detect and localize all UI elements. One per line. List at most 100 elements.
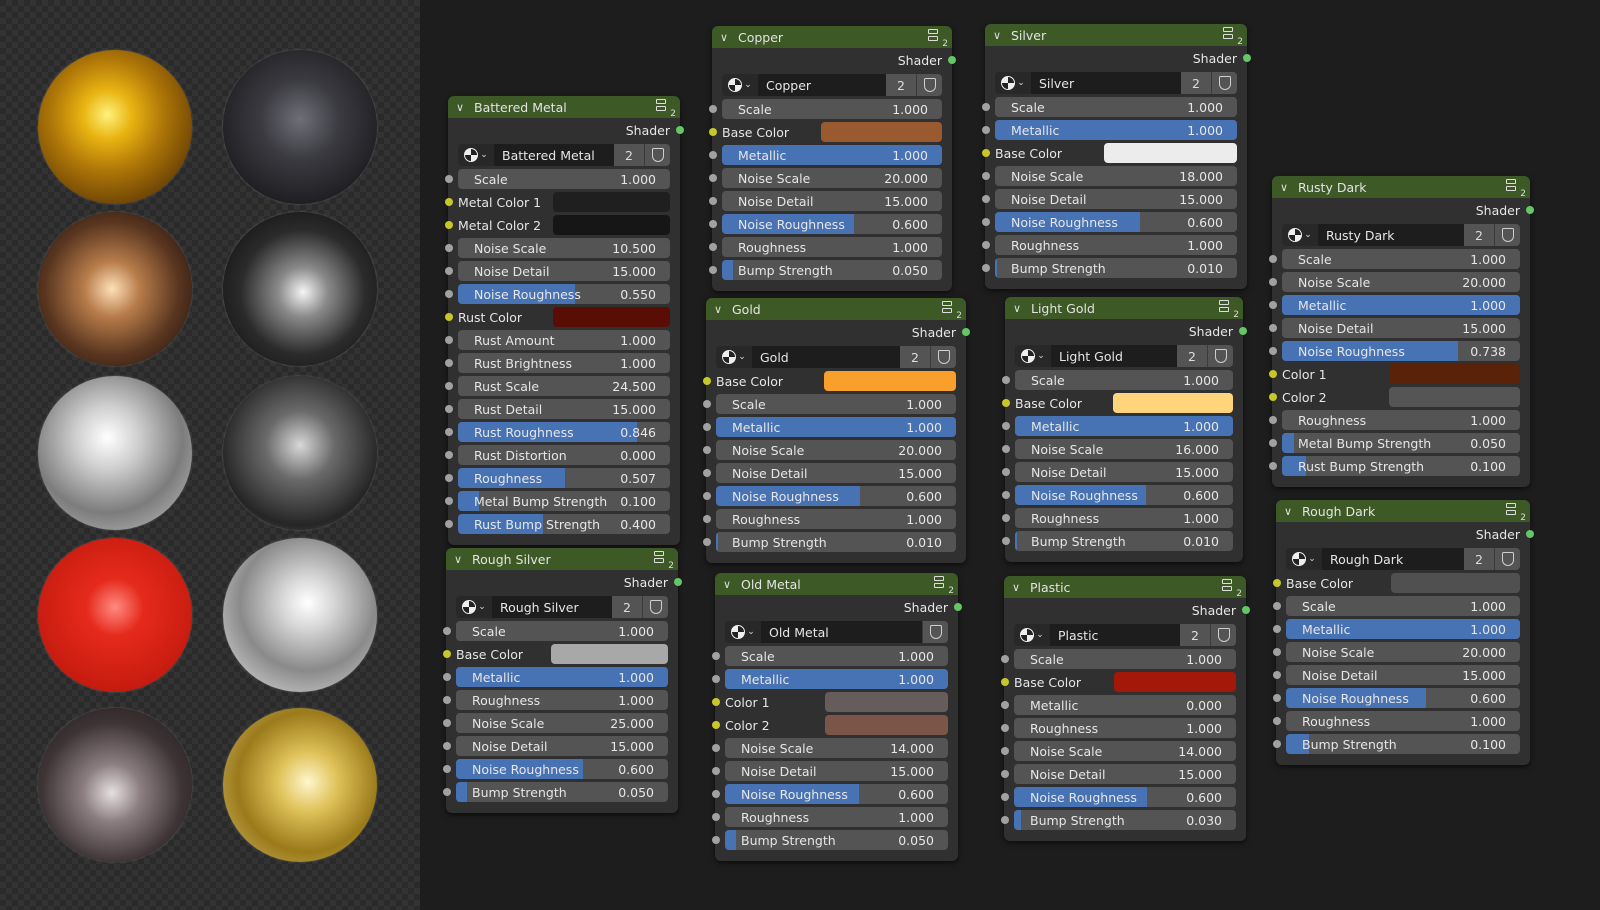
float-input-socket[interactable] [1273,648,1281,656]
scale-slider[interactable]: Scale 1.000 [995,97,1237,117]
float-input-socket[interactable] [1269,462,1277,470]
node-plastic[interactable]: ∨ Plastic 2 Shader ⌄ Plastic 2 Scale 1.000 Base C… [1001,576,1250,841]
rust-roughness-slider[interactable]: Rust Roughness 0.846 [458,422,670,442]
noise-detail-slider[interactable]: Noise Detail 15.000 [456,736,668,756]
float-input-socket[interactable] [443,742,451,750]
scale-slider[interactable]: Scale 1.000 [1282,249,1520,269]
bump-strength-slider[interactable]: Bump Strength 0.010 [1015,531,1233,551]
float-input-socket[interactable] [445,474,453,482]
float-input-socket[interactable] [703,400,711,408]
float-input-socket[interactable] [445,267,453,275]
float-input-socket[interactable] [703,515,711,523]
float-input-socket[interactable] [1001,655,1009,663]
float-input-socket[interactable] [1002,537,1010,545]
float-input-socket[interactable] [1001,816,1009,824]
material-name-field[interactable]: Silver [1031,72,1181,94]
material-selector[interactable]: ⌄ Old Metal [725,621,948,643]
float-input-socket[interactable] [982,126,990,134]
color-input-socket[interactable] [1269,370,1277,378]
chevron-down-icon[interactable]: ∨ [720,30,729,44]
metallic-slider[interactable]: Metallic 1.000 [722,145,942,165]
float-input-socket[interactable] [443,627,451,635]
float-input-socket[interactable] [1273,671,1281,679]
scale-slider[interactable]: Scale 1.000 [1286,596,1520,616]
color-input-socket[interactable] [1269,393,1277,401]
node-header[interactable]: ∨ Rusty Dark 2 [1272,176,1530,199]
node-header[interactable]: ∨ Battered Metal 2 [448,96,680,119]
base-color-swatch[interactable] [1113,393,1233,413]
material-selector[interactable]: ⌄ Gold 2 [716,346,956,368]
float-input-socket[interactable] [703,446,711,454]
float-input-socket[interactable] [712,652,720,660]
node-group-icon[interactable]: 2 [1222,578,1242,599]
node-header[interactable]: ∨ Light Gold 2 [1005,297,1243,320]
color-input-socket[interactable] [709,128,717,136]
material-name-field[interactable]: Light Gold [1051,345,1177,367]
node-group-icon[interactable]: 2 [1506,178,1526,199]
rust-color-swatch[interactable] [553,307,670,327]
material-user-count[interactable]: 2 [612,596,642,618]
noise-detail-slider[interactable]: Noise Detail 15.000 [722,191,942,211]
material-browse-button[interactable]: ⌄ [995,72,1031,94]
float-input-socket[interactable] [443,788,451,796]
metal-bump-strength-slider[interactable]: Metal Bump Strength 0.050 [1282,433,1520,453]
material-name-field[interactable]: Copper [758,74,886,96]
material-name-field[interactable]: Rough Dark [1322,548,1464,570]
material-name-field[interactable]: Battered Metal [494,144,614,166]
node-light-gold[interactable]: ∨ Light Gold 2 Shader ⌄ Light Gold 2 Scale 1.000… [1002,297,1247,562]
fake-user-button[interactable] [922,621,948,643]
color-input-socket[interactable] [445,221,453,229]
fake-user-button[interactable] [1494,224,1520,246]
material-user-count[interactable]: 2 [900,346,930,368]
roughness-slider[interactable]: Roughness 1.000 [725,807,948,827]
float-input-socket[interactable] [1269,439,1277,447]
material-selector[interactable]: ⌄ Rusty Dark 2 [1282,224,1520,246]
base-color-swatch[interactable] [551,644,668,664]
scale-slider[interactable]: Scale 1.000 [725,646,948,666]
shader-output-socket[interactable] [954,603,962,611]
noise-scale-slider[interactable]: Noise Scale 18.000 [995,166,1237,186]
metal-color-1-swatch[interactable] [553,192,670,212]
node-group-icon[interactable]: 2 [1219,299,1239,320]
material-user-count[interactable]: 2 [1464,224,1494,246]
noise-roughness-slider[interactable]: Noise Roughness 0.600 [722,214,942,234]
float-input-socket[interactable] [1002,468,1010,476]
float-input-socket[interactable] [1273,740,1281,748]
node-battered-metal[interactable]: ∨ Battered Metal 2 Shader ⌄ Battered Metal 2 Sc… [445,96,684,545]
float-input-socket[interactable] [982,172,990,180]
shader-output-socket[interactable] [962,328,970,336]
float-input-socket[interactable] [1273,717,1281,725]
shader-output-socket[interactable] [1526,206,1534,214]
chevron-down-icon[interactable]: ∨ [454,552,463,566]
metallic-slider[interactable]: Metallic 1.000 [725,669,948,689]
material-selector[interactable]: ⌄ Light Gold 2 [1015,345,1233,367]
float-input-socket[interactable] [1001,701,1009,709]
base-color-swatch[interactable] [1391,573,1520,593]
noise-detail-slider[interactable]: Noise Detail 15.000 [725,761,948,781]
color-2-swatch[interactable] [1389,387,1520,407]
noise-roughness-slider[interactable]: Noise Roughness 0.600 [716,486,956,506]
fake-user-button[interactable] [930,346,956,368]
material-user-count[interactable]: 2 [1464,548,1494,570]
float-input-socket[interactable] [703,538,711,546]
node-old-metal[interactable]: ∨ Old Metal 2 Shader ⌄ Old Metal Scale 1.000 Met… [712,573,962,861]
roughness-slider[interactable]: Roughness 1.000 [722,237,942,257]
noise-roughness-slider[interactable]: Noise Roughness 0.600 [1015,485,1233,505]
noise-scale-slider[interactable]: Noise Scale 20.000 [716,440,956,460]
noise-detail-slider[interactable]: Noise Detail 15.000 [1282,318,1520,338]
chevron-down-icon[interactable]: ∨ [456,100,465,114]
metallic-slider[interactable]: Metallic 0.000 [1014,695,1236,715]
node-rough-dark[interactable]: ∨ Rough Dark 2 Shader ⌄ Rough Dark 2 Base Color… [1273,500,1534,765]
float-input-socket[interactable] [445,451,453,459]
float-input-socket[interactable] [1002,445,1010,453]
scale-slider[interactable]: Scale 1.000 [1015,370,1233,390]
float-input-socket[interactable] [443,673,451,681]
float-input-socket[interactable] [1273,625,1281,633]
float-input-socket[interactable] [1002,376,1010,384]
fake-user-button[interactable] [916,74,942,96]
metallic-slider[interactable]: Metallic 1.000 [995,120,1237,140]
float-input-socket[interactable] [982,195,990,203]
node-group-icon[interactable]: 2 [942,300,962,321]
noise-scale-slider[interactable]: Noise Scale 10.500 [458,238,670,258]
float-input-socket[interactable] [709,151,717,159]
